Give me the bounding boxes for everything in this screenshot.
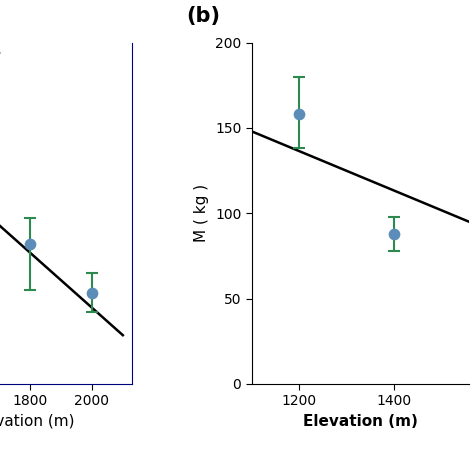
Text: P = 0.018: P = 0.018 bbox=[0, 49, 1, 67]
Text: (b): (b) bbox=[187, 6, 220, 26]
Point bbox=[26, 240, 34, 248]
Point bbox=[390, 230, 397, 237]
Point bbox=[88, 289, 96, 297]
X-axis label: Elevation (m): Elevation (m) bbox=[0, 414, 75, 429]
Point bbox=[295, 110, 303, 118]
X-axis label: Elevation (m): Elevation (m) bbox=[303, 414, 418, 429]
Y-axis label: M ( kg ): M ( kg ) bbox=[194, 184, 210, 242]
